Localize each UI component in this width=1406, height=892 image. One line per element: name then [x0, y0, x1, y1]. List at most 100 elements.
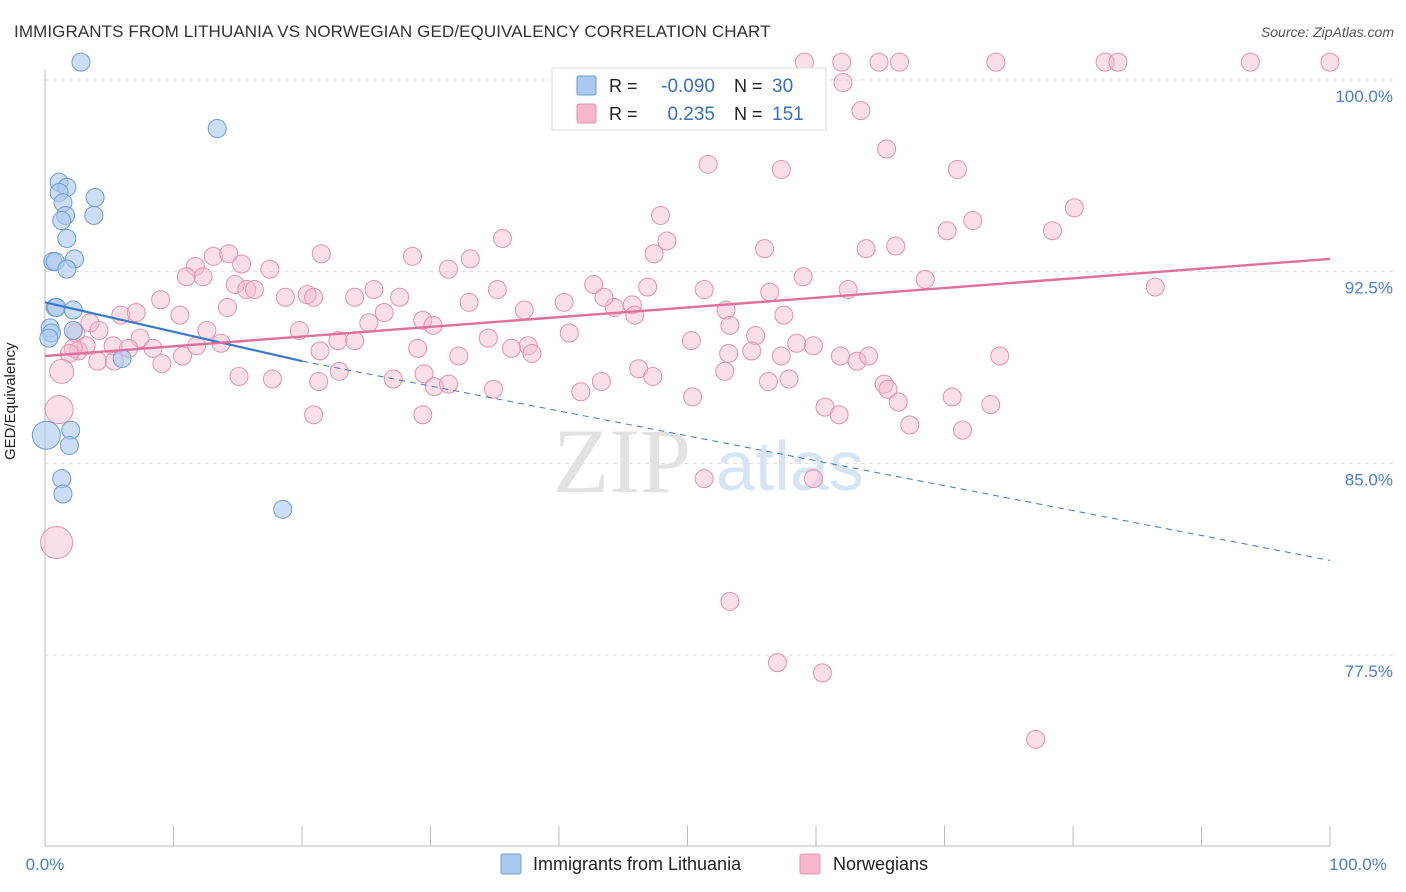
stats-legend-swatch-lithuania	[576, 75, 597, 96]
series-legend: Immigrants from Lithuania Norwegians	[500, 853, 928, 875]
norwegians-point-11	[877, 139, 897, 159]
norwegians-point-108	[859, 346, 879, 366]
y-tick-label-0: 77.5%	[1345, 662, 1393, 681]
norwegians-point-66	[514, 300, 534, 320]
norwegians-point-14	[947, 159, 967, 179]
legend-label-norwegians: Norwegians	[833, 854, 928, 874]
lithuania-point-14	[57, 259, 77, 279]
norwegians-point-105	[847, 351, 867, 371]
norwegians-point-2	[869, 52, 889, 72]
stats-legend: R = -0.090 N = 30 R = 0.235 N = 151	[551, 67, 827, 131]
norwegians-point-93	[310, 341, 330, 361]
norwegians-point-27	[203, 246, 223, 266]
norwegians-point-126	[758, 372, 778, 392]
norwegians-point-114	[309, 372, 329, 392]
norwegians-point-3	[890, 52, 910, 72]
watermark-atlas: atlas	[716, 427, 864, 505]
norwegians-point-103	[719, 343, 739, 363]
norwegians-point-129	[942, 387, 962, 407]
y-tick-labels: 77.5% 85.0% 92.5% 100.0%	[1335, 87, 1393, 681]
norwegians-point-15	[1064, 198, 1084, 218]
stats-n-value-2: 151	[772, 104, 804, 125]
norwegians-point-91	[172, 346, 192, 366]
norwegians-point-102	[681, 331, 701, 351]
norwegians-point-133	[829, 405, 849, 425]
norwegians-point-58	[1145, 277, 1165, 297]
norwegians-point-79	[328, 331, 348, 351]
norwegians-point-21	[657, 231, 677, 251]
norwegians-point-150	[1026, 729, 1046, 749]
norwegians-point-26	[403, 246, 423, 266]
norwegians-point-149	[812, 663, 832, 683]
norwegians-point-145	[694, 469, 714, 489]
lithuania-point-1	[207, 119, 227, 139]
stats-r-value-1: -0.090	[661, 76, 715, 97]
norwegians-point-95	[449, 346, 469, 366]
norwegians-point-116	[414, 364, 434, 384]
stats-r-label-1: R =	[609, 76, 638, 96]
norwegians-point-46	[694, 280, 714, 300]
norwegians-point-130	[981, 395, 1001, 415]
norwegians-point-7	[1240, 52, 1260, 72]
norwegians-point-119	[571, 382, 591, 402]
norwegians-point-125	[715, 361, 735, 381]
lithuania-point-10	[57, 228, 77, 248]
norwegians-point-106	[742, 341, 762, 361]
norwegians-point-37	[584, 274, 604, 294]
norwegians-point-99	[746, 326, 766, 346]
norwegians-point-146	[803, 469, 823, 489]
norwegians-point-80	[345, 331, 365, 351]
legend-swatch-norwegians	[799, 853, 821, 875]
norwegians-point-76	[197, 320, 217, 340]
y-tick-label-1: 85.0%	[1345, 470, 1393, 489]
lithuania-point-9	[52, 211, 72, 231]
norwegians-point-18	[937, 221, 957, 241]
norwegians-point-67	[625, 305, 645, 325]
norwegians-point-10	[851, 101, 871, 121]
norwegians-point-135	[952, 420, 972, 440]
lithuania-point-25	[59, 435, 79, 455]
norwegians-point-98	[720, 315, 740, 335]
series-lithuania-points	[31, 52, 293, 519]
norwegians-point-49	[275, 287, 295, 307]
norwegians-point-142	[40, 526, 74, 560]
lithuania-point-27	[53, 484, 73, 504]
norwegians-point-1	[832, 52, 852, 72]
norwegians-point-107	[771, 346, 791, 366]
stats-n-label-1: N =	[734, 76, 763, 96]
norwegians-point-94	[408, 338, 428, 358]
norwegians-point-8	[1320, 52, 1340, 72]
norwegians-point-69	[774, 305, 794, 325]
norwegians-point-113	[262, 369, 282, 389]
trend-lines	[44, 257, 1331, 561]
norwegians-point-134	[900, 415, 920, 435]
norwegians-point-63	[289, 320, 309, 340]
norwegians-point-128	[878, 379, 898, 399]
norwegians-point-55	[594, 287, 614, 307]
norwegians-point-131	[888, 392, 908, 412]
norwegians-point-74	[126, 303, 146, 323]
norwegians-point-16	[651, 205, 671, 225]
norwegians-point-17	[963, 211, 983, 231]
norwegians-point-51	[304, 287, 324, 307]
norwegians-point-104	[830, 346, 850, 366]
norwegians-point-71	[170, 305, 190, 325]
norwegians-point-44	[487, 280, 507, 300]
series-norwegians-points	[40, 52, 1340, 749]
watermark: ZIP atlas	[553, 410, 864, 512]
norwegians-point-141	[44, 395, 74, 425]
lithuania-point-23	[31, 420, 61, 450]
norwegians-point-34	[260, 259, 280, 279]
x-ticks	[44, 826, 1331, 846]
norwegians-point-36	[915, 269, 935, 289]
norwegians-point-4	[986, 52, 1006, 72]
legend-label-lithuania: Immigrants from Lithuania	[533, 854, 742, 874]
norwegians-point-60	[374, 303, 394, 323]
norwegians-point-96	[522, 343, 542, 363]
norwegians-point-127	[874, 374, 894, 394]
norwegians-point-112	[229, 366, 249, 386]
norwegians-point-120	[591, 372, 611, 392]
norwegians-point-12	[698, 154, 718, 174]
watermark-zip: ZIP	[553, 410, 691, 512]
